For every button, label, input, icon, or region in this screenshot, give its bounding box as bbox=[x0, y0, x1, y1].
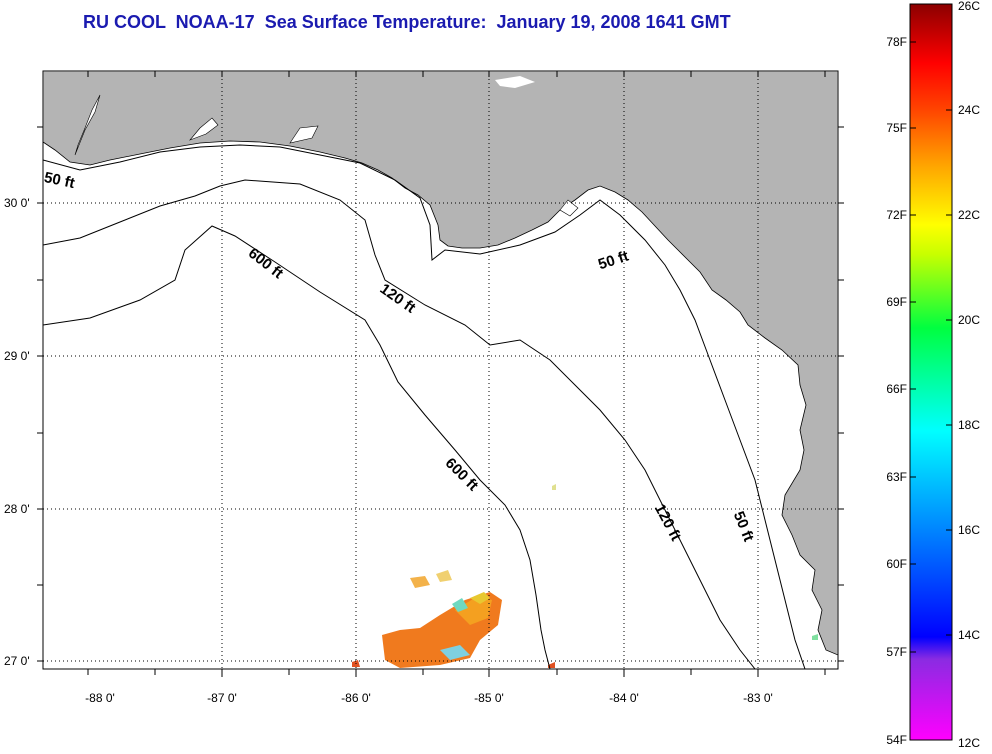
y-tick-label: 28 0' bbox=[4, 502, 30, 516]
colorbar-c-label: 24C bbox=[958, 103, 981, 117]
colorbar-c-label: 18C bbox=[958, 418, 981, 432]
axis-ticks bbox=[37, 71, 844, 677]
isobath-50ft bbox=[43, 144, 806, 669]
colorbar-f-label: 60F bbox=[886, 557, 907, 571]
x-tick-label: -84 0' bbox=[609, 691, 639, 705]
x-tick-label: -87 0' bbox=[207, 691, 237, 705]
colorbar-c-label: 22C bbox=[958, 208, 981, 222]
grid-lines bbox=[43, 71, 838, 669]
colorbar-f-label: 57F bbox=[886, 645, 907, 659]
x-tick-label: -85 0' bbox=[474, 691, 504, 705]
x-tick-label: -83 0' bbox=[743, 691, 773, 705]
x-tick-label: -88 0' bbox=[85, 691, 115, 705]
colorbar-c-label: 14C bbox=[958, 628, 981, 642]
colorbar-f-label: 69F bbox=[886, 295, 907, 309]
chart-title: RU COOL NOAA-17 Sea Surface Temperature:… bbox=[83, 12, 731, 32]
colorbar-f-label: 63F bbox=[886, 470, 907, 484]
isobath-120ft bbox=[43, 179, 756, 669]
colorbar-f-label: 78F bbox=[886, 35, 907, 49]
colorbar-f-label: 72F bbox=[886, 208, 907, 222]
y-tick-label: 30 0' bbox=[4, 196, 30, 210]
y-tick-label: 27 0' bbox=[4, 654, 30, 668]
colorbar bbox=[909, 3, 953, 741]
colorbar-c-label: 26C bbox=[958, 0, 981, 13]
colorbar-f-label: 66F bbox=[886, 382, 907, 396]
colorbar-c-label: 20C bbox=[958, 313, 981, 327]
colorbar-c-label: 16C bbox=[958, 523, 981, 537]
sst-data-patch bbox=[352, 484, 818, 668]
land-mass bbox=[43, 71, 838, 656]
colorbar-ticks bbox=[910, 41, 952, 653]
colorbar-c-label: 12C bbox=[958, 736, 981, 750]
y-tick-label: 29 0' bbox=[4, 349, 30, 363]
colorbar-f-label: 75F bbox=[886, 121, 907, 135]
x-tick-label: -86 0' bbox=[341, 691, 371, 705]
isobath-600ft bbox=[43, 225, 551, 669]
colorbar-f-label: 54F bbox=[886, 733, 907, 747]
